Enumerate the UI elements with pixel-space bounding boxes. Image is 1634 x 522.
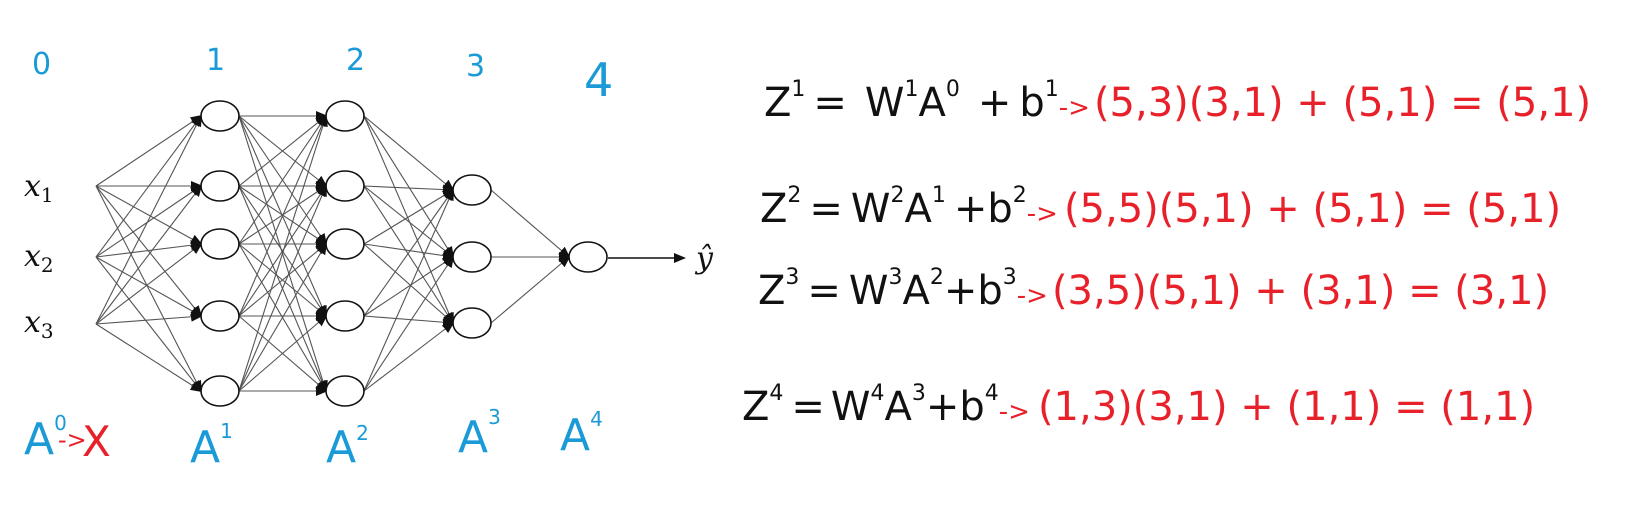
neuron-layer4-0	[568, 241, 608, 273]
neuron-layer1-1	[200, 170, 240, 202]
connection-l1-4-to-3	[238, 314, 328, 392]
neuron-layer2-3	[325, 300, 365, 332]
connection-l0-2-to-0	[95, 114, 202, 325]
connection-l2-3-to-2	[363, 315, 455, 328]
neuron-layer3-2	[452, 307, 492, 339]
layer-number-2: 2	[346, 43, 365, 78]
connection-l2-0-to-2	[363, 115, 454, 325]
connection-l0-0-to-2	[95, 185, 203, 245]
connection-l1-4-to-2	[238, 242, 328, 392]
layer-number-1: 1	[206, 43, 225, 78]
connection-l2-2-to-1	[363, 243, 455, 261]
connection-l2-4-to-1	[363, 255, 455, 392]
equation-row-4: Z4 = W4A3+b4-> (1,3)(3,1) + (1,1) = (1,1)	[742, 381, 1535, 430]
connection-l0-1-to-3	[95, 256, 203, 317]
equation-row-1: Z1 = W1A0 + b1-> (5,3)(3,1) + (5,1) = (5,1)	[764, 77, 1591, 126]
connection-l2-1-to-2	[363, 185, 455, 325]
connection-l0-1-to-1	[95, 184, 203, 258]
connection-l1-3-to-2	[238, 242, 328, 317]
neuron-layer2-0	[325, 100, 365, 132]
equation-row-2: Z2 = W2A1 +b2-> (5,5)(5,1) + (5,1) = (5,1)	[760, 183, 1561, 232]
input-label-x3: x3	[24, 305, 54, 343]
neuron-layer1-4	[200, 375, 240, 407]
connection-l1-3-to-0	[238, 114, 327, 317]
neuron-layer3-0	[452, 174, 492, 206]
connection-l2-0-to-1	[363, 115, 455, 259]
connection-l0-0-to-0	[95, 114, 203, 187]
layer-number-0: 0	[32, 47, 51, 82]
connection-l0-2-to-1	[95, 184, 203, 325]
connection-l3-0-to-0	[490, 189, 571, 259]
connection-l2-2-to-0	[363, 188, 455, 245]
connection-l2-4-to-0	[363, 188, 454, 392]
connection-l1-3-to-1	[238, 184, 328, 317]
input-label-x2: x2	[24, 239, 54, 277]
neuron-layer1-3	[200, 300, 240, 332]
network-nodes	[200, 100, 608, 407]
connection-l0-1-to-0	[95, 114, 203, 258]
connection-l2-3-to-1	[363, 255, 455, 317]
neuron-layer1-0	[200, 100, 240, 132]
activation-label-a3: A3	[458, 405, 501, 463]
connection-l0-0-to-4	[95, 185, 202, 393]
connection-l1-4-to-0	[238, 114, 328, 392]
a0-target: X	[82, 417, 111, 466]
activation-label-a0: A0	[24, 411, 67, 465]
activation-label-a1: A1	[190, 419, 233, 473]
connection-l0-2-to-4	[95, 323, 203, 393]
neuron-layer2-1	[325, 170, 365, 202]
connection-l2-3-to-0	[363, 188, 455, 317]
activation-labels: A0 -> X A1 A2 A3 A4	[24, 405, 603, 473]
a0-arrow: ->	[58, 426, 87, 454]
neuron-layer2-2	[325, 228, 365, 260]
connection-l0-1-to-2	[95, 240, 203, 258]
neuron-layer1-2	[200, 228, 240, 260]
connection-l1-2-to-0	[238, 114, 328, 245]
input-labels: x1 x2 x3	[24, 169, 54, 343]
activation-label-a2: A2	[326, 421, 369, 473]
connection-l1-1-to-0	[238, 114, 328, 187]
connection-l2-0-to-0	[363, 115, 455, 192]
connection-l2-1-to-0	[363, 184, 455, 195]
connection-l2-4-to-2	[363, 321, 455, 392]
neuron-layer3-1	[452, 241, 492, 273]
layer-numbers: 0 1 2 3 4	[32, 43, 613, 107]
connection-l0-2-to-2	[95, 242, 203, 325]
connection-l2-2-to-2	[363, 243, 455, 325]
network-connections	[95, 111, 571, 396]
layer-number-3: 3	[466, 49, 485, 84]
activation-label-a4: A4	[560, 407, 603, 461]
output-label: ŷ	[694, 241, 714, 276]
equations: Z1 = W1A0 + b1-> (5,3)(3,1) + (5,1) = (5,1) Z…	[742, 77, 1591, 430]
layer-number-4: 4	[584, 53, 613, 107]
connection-l2-1-to-1	[363, 185, 455, 259]
connection-l0-2-to-3	[95, 311, 203, 325]
neuron-layer2-4	[325, 375, 365, 407]
input-label-x1: x1	[24, 169, 54, 207]
connection-l0-1-to-4	[95, 256, 203, 393]
connection-l3-2-to-0	[490, 255, 571, 324]
connection-l1-4-to-1	[238, 184, 327, 392]
equation-row-3: Z3 = W3A2+b3-> (3,5)(5,1) + (3,1) = (3,1)	[758, 265, 1549, 314]
